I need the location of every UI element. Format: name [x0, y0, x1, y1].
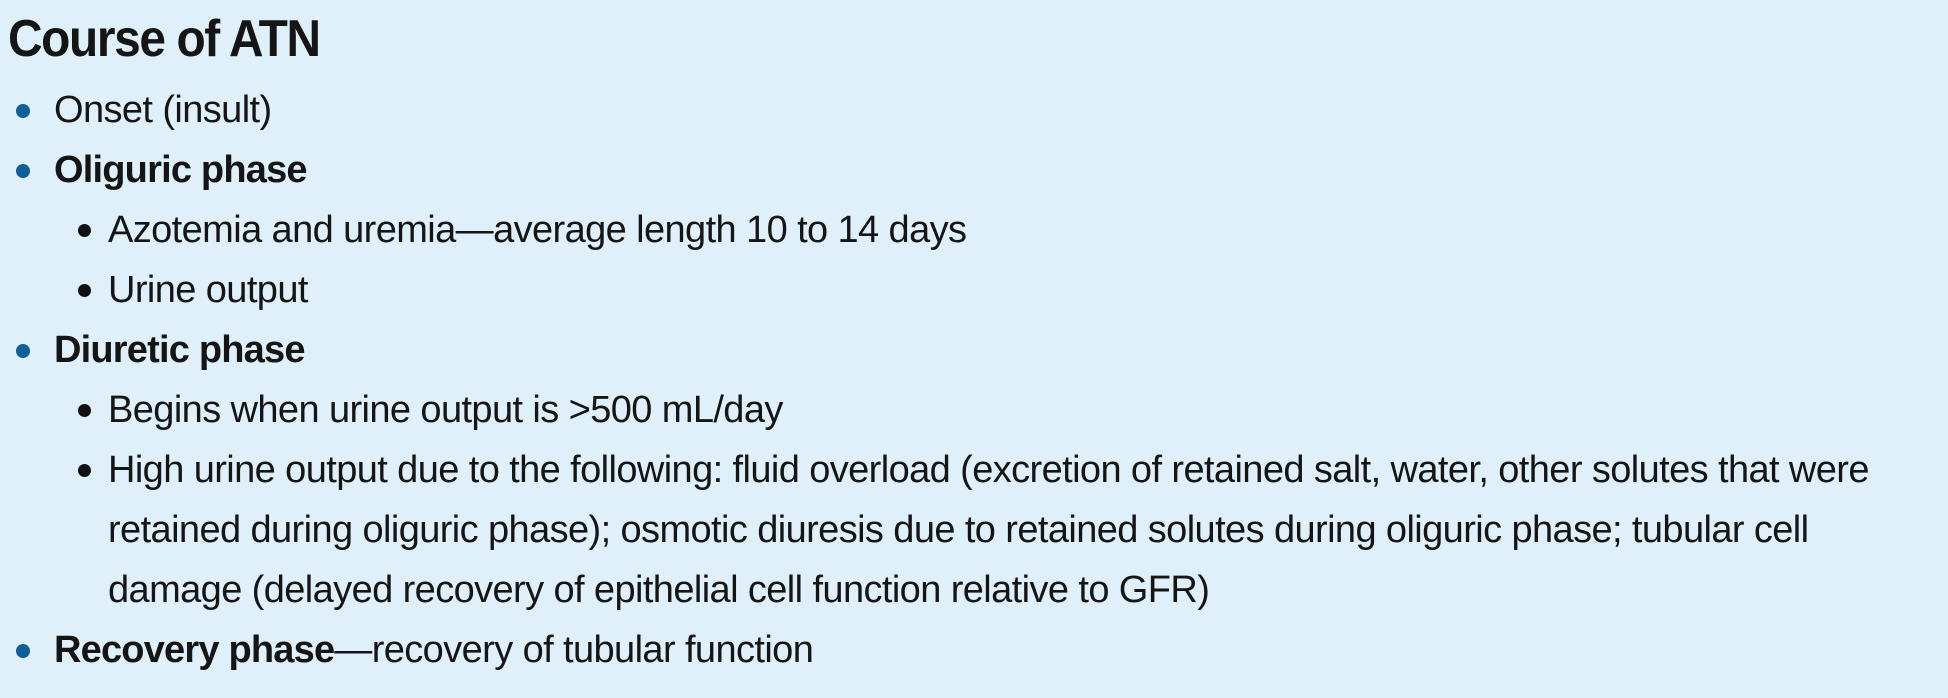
list-item-recovery-phase: Recovery phase—recovery of tubular funct… [8, 620, 1938, 680]
sublist-item: Azotemia and uremia—average length 10 to… [54, 200, 1938, 260]
phase-list: Onset (insult) Oliguric phase Azotemia a… [8, 80, 1938, 680]
diuretic-phase-sublist: Begins when urine output is >500 mL/day … [54, 380, 1938, 620]
list-item-oliguric-phase: Oliguric phase Azotemia and uremia—avera… [8, 140, 1938, 320]
recovery-phase-description: —recovery of tubular function [334, 629, 814, 671]
list-item-diuretic-phase: Diuretic phase Begins when urine output … [8, 320, 1938, 620]
sublist-item-text: High urine output due to the following: … [108, 449, 1869, 611]
sublist-item: Urine output [54, 260, 1938, 320]
onset-text: Onset (insult) [54, 89, 272, 131]
oliguric-phase-heading: Oliguric phase [54, 149, 308, 191]
sublist-item-text: Begins when urine output is >500 mL/day [108, 389, 783, 431]
sublist-item: Begins when urine output is >500 mL/day [54, 380, 1938, 440]
oliguric-phase-sublist: Azotemia and uremia—average length 10 to… [54, 200, 1938, 320]
sublist-item-text: Azotemia and uremia—average length 10 to… [108, 209, 967, 251]
list-item-onset: Onset (insult) [8, 80, 1938, 140]
box-title: Course of ATN [8, 10, 321, 68]
recovery-phase-heading: Recovery phase [54, 629, 335, 671]
sublist-item-text: Urine output [108, 269, 308, 311]
sublist-item: High urine output due to the following: … [54, 440, 1938, 620]
diuretic-phase-heading: Diuretic phase [54, 329, 305, 371]
